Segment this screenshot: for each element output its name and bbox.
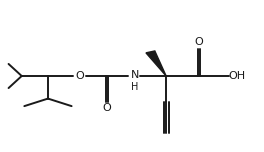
Text: H: H <box>131 81 138 92</box>
Polygon shape <box>146 51 166 76</box>
Text: O: O <box>75 71 84 81</box>
Text: O: O <box>194 37 203 47</box>
Text: O: O <box>102 103 111 113</box>
Text: N: N <box>130 70 139 80</box>
Text: OH: OH <box>228 71 245 81</box>
